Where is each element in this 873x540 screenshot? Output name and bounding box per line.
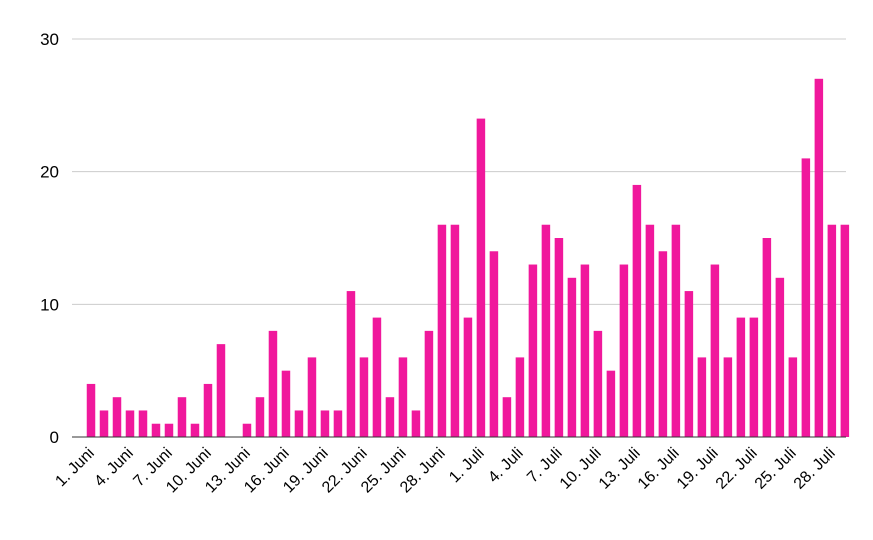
y-tick-label: 20 xyxy=(40,163,59,182)
bar xyxy=(268,330,278,437)
bar xyxy=(411,410,421,437)
bar xyxy=(710,264,720,437)
x-tick-label: 1. Juni xyxy=(52,445,97,490)
bar xyxy=(125,410,135,437)
bar xyxy=(203,383,213,437)
bar xyxy=(177,397,187,437)
bar xyxy=(346,291,356,437)
bar xyxy=(190,423,200,437)
bar xyxy=(320,410,330,437)
bar xyxy=(242,423,252,437)
bar xyxy=(671,224,681,437)
bar xyxy=(593,330,603,437)
x-tick-label: 19. Juli xyxy=(674,445,722,493)
bar xyxy=(437,224,447,437)
bar xyxy=(216,344,226,437)
bar xyxy=(840,224,850,437)
x-tick-label: 10. Juli xyxy=(557,445,605,493)
bar xyxy=(788,357,798,437)
bar xyxy=(450,224,460,437)
bar xyxy=(333,410,343,437)
x-tick-label: 22. Juli xyxy=(713,445,761,493)
bar xyxy=(723,357,733,437)
bar xyxy=(294,410,304,437)
bar xyxy=(476,118,486,437)
y-tick-label: 30 xyxy=(40,30,59,49)
bar xyxy=(684,291,694,437)
x-tick-label: 16. Juli xyxy=(635,445,683,493)
bar xyxy=(814,78,824,438)
bar xyxy=(463,317,473,437)
bar xyxy=(424,330,434,437)
y-axis-tick-labels: 0 10 20 30 xyxy=(40,30,59,447)
bar xyxy=(515,357,525,437)
bar xyxy=(632,184,642,437)
bar xyxy=(580,264,590,437)
x-tick-label: 4. Juni xyxy=(91,445,136,490)
bar xyxy=(645,224,655,437)
bar xyxy=(736,317,746,437)
x-tick-label: 28. Juli xyxy=(791,445,839,493)
bar xyxy=(502,397,512,437)
bar xyxy=(606,370,616,437)
bar xyxy=(801,158,811,437)
bar xyxy=(658,251,668,437)
bar xyxy=(827,224,837,437)
bar xyxy=(762,238,772,437)
bar xyxy=(151,423,161,437)
bar xyxy=(281,370,291,437)
bar xyxy=(554,238,564,437)
bar xyxy=(255,397,265,437)
bar xyxy=(619,264,629,437)
y-tick-label: 0 xyxy=(50,428,59,447)
bar xyxy=(138,410,148,437)
x-tick-label: 4. Juli xyxy=(485,445,527,487)
bar xyxy=(86,383,96,437)
bar xyxy=(164,423,174,437)
x-tick-label: 13. Juli xyxy=(596,445,644,493)
bar xyxy=(112,397,122,437)
bar xyxy=(359,357,369,437)
bar xyxy=(398,357,408,437)
x-tick-label: 1. Juli xyxy=(446,445,488,487)
bar xyxy=(749,317,759,437)
bar xyxy=(541,224,551,437)
bar xyxy=(372,317,382,437)
y-tick-label: 10 xyxy=(40,295,59,314)
bar xyxy=(775,277,785,437)
bar xyxy=(99,410,109,437)
bar xyxy=(385,397,395,437)
bar xyxy=(567,277,577,437)
bar xyxy=(307,357,317,437)
bar xyxy=(489,251,499,437)
bar xyxy=(528,264,538,437)
bar xyxy=(697,357,707,437)
x-tick-label: 25. Juli xyxy=(752,445,800,493)
bars xyxy=(86,78,850,438)
